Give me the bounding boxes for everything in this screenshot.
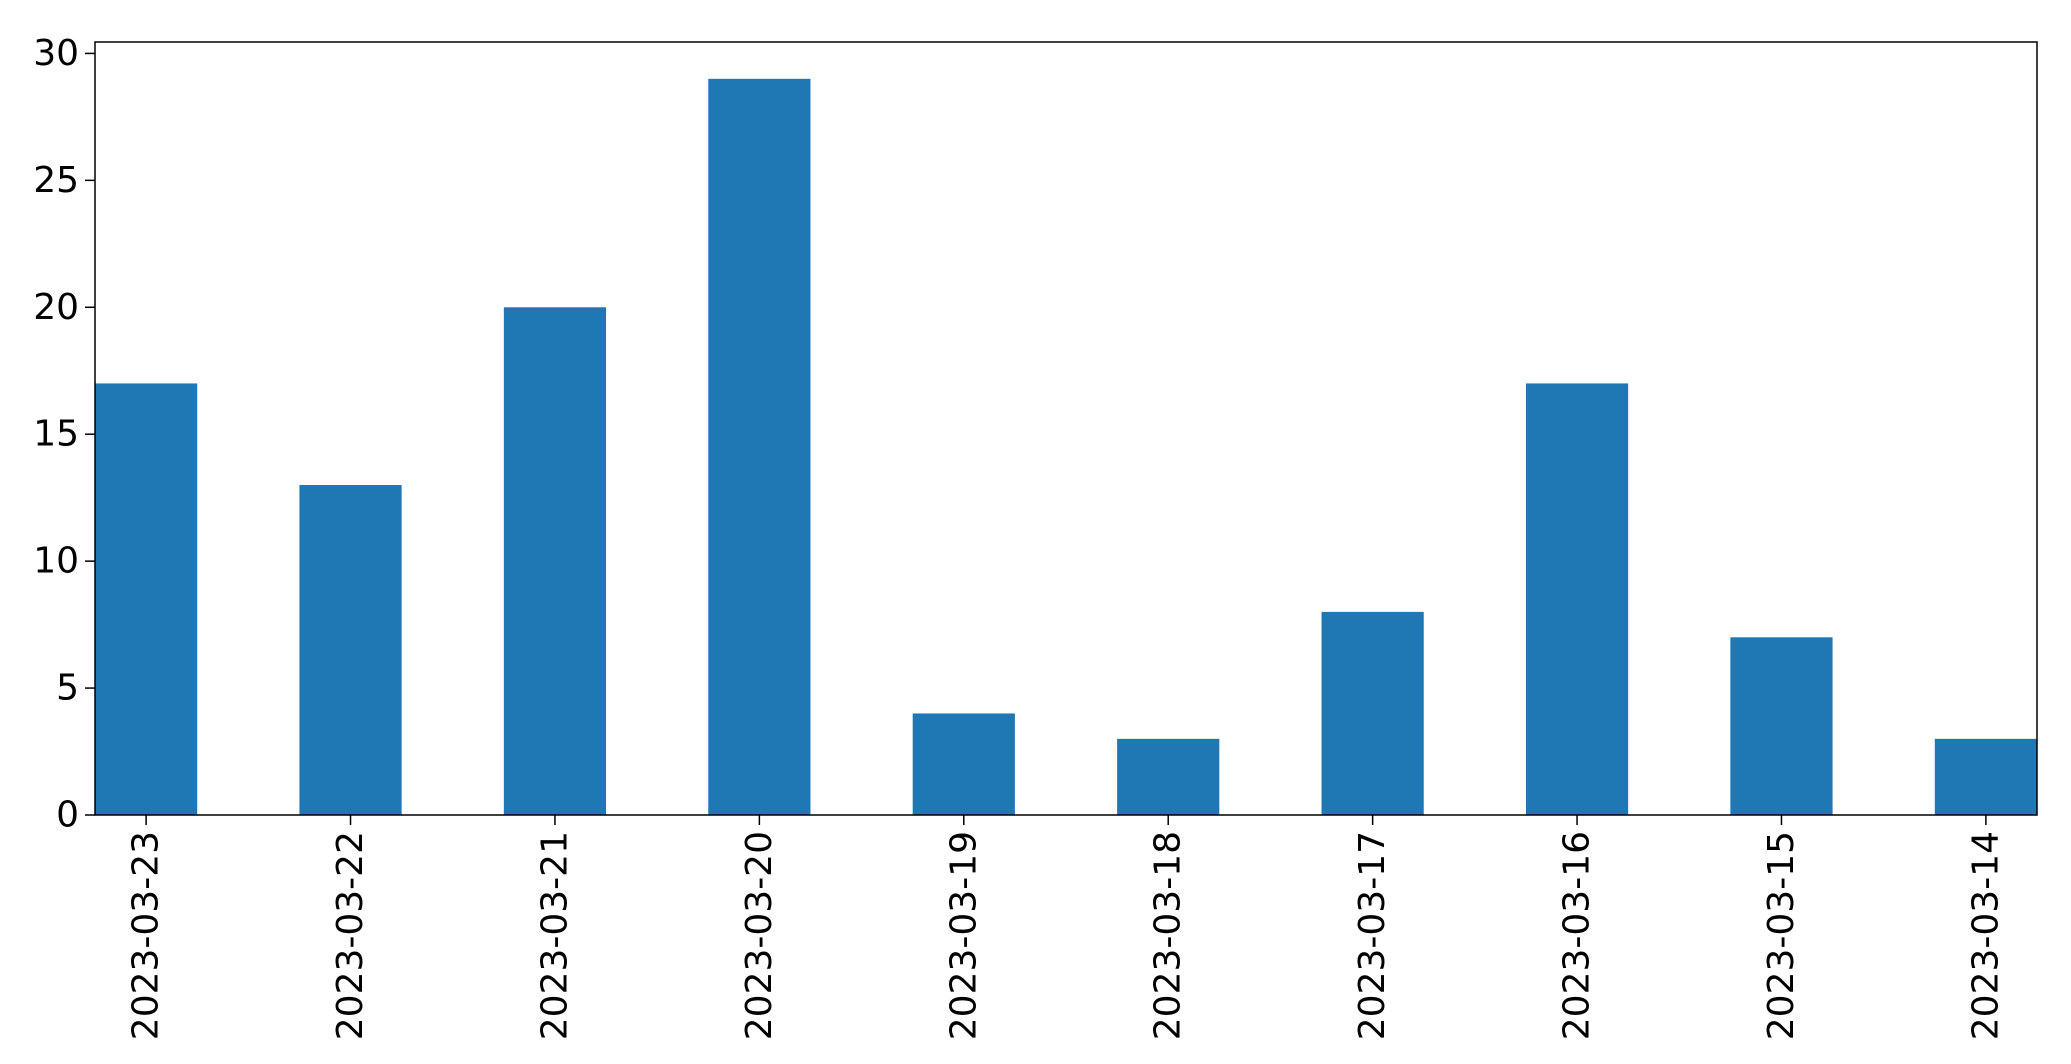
x-tick-label-2023-03-23: 2023-03-23	[126, 831, 167, 1040]
x-tick-label-2023-03-18: 2023-03-18	[1148, 831, 1189, 1040]
x-tick-label-2023-03-20: 2023-03-20	[739, 831, 780, 1040]
x-tick-label-2023-03-16: 2023-03-16	[1557, 831, 1598, 1040]
bar-2023-03-16	[1525, 383, 1629, 815]
bar-2023-03-22	[299, 484, 402, 815]
y-axis: 0 5 10 15 20 25 30	[33, 33, 95, 836]
x-tick-label-2023-03-19: 2023-03-19	[943, 831, 984, 1040]
y-tick-label: 25	[33, 160, 79, 201]
bar-2023-03-17	[1321, 611, 1424, 815]
plot-frame	[94, 41, 2038, 816]
y-tick-label: 30	[33, 33, 79, 74]
x-axis: 2023-03-23 2023-03-22 2023-03-21 2023-03-20…	[126, 815, 2006, 1040]
bars-group	[95, 78, 2037, 815]
y-tick-label: 20	[33, 287, 79, 328]
y-tick-label: 15	[33, 414, 79, 455]
x-tick-label-2023-03-14: 2023-03-14	[1965, 831, 2006, 1040]
bar-2023-03-21	[503, 307, 607, 815]
x-tick-label-2023-03-15: 2023-03-15	[1761, 831, 1802, 1040]
x-tick-label-2023-03-17: 2023-03-17	[1352, 831, 1393, 1040]
x-tick-label-2023-03-21: 2023-03-21	[534, 831, 575, 1040]
bar-2023-03-15	[1730, 637, 1833, 815]
bar-2023-03-14	[1934, 738, 2037, 815]
y-tick-label: 0	[56, 795, 79, 836]
x-tick-label-2023-03-22: 2023-03-22	[330, 831, 371, 1040]
bar-2023-03-20	[708, 78, 811, 815]
bar-2023-03-19	[912, 713, 1015, 815]
y-tick-label: 10	[33, 541, 79, 582]
bar-2023-03-23	[95, 383, 198, 815]
y-tick-label: 5	[56, 668, 79, 709]
bar-2023-03-18	[1117, 738, 1220, 815]
